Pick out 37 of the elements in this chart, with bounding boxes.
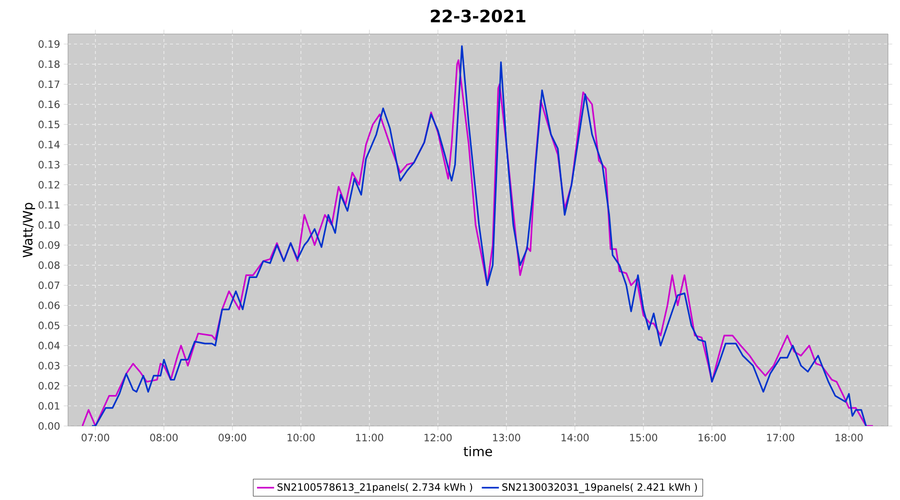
- x-tick-label: 16:00: [698, 434, 726, 442]
- x-tick-label: 12:00: [424, 434, 452, 442]
- y-tick-label: 0.04: [38, 342, 60, 350]
- y-tick-label: 0.15: [38, 120, 60, 128]
- x-tick-label: 17:00: [767, 434, 794, 442]
- y-tick-label: 0.02: [38, 382, 60, 390]
- y-tick-label: 0.16: [38, 100, 60, 108]
- x-tick-label: 09:00: [218, 434, 246, 442]
- y-tick-label: 0.03: [38, 362, 60, 370]
- x-tick-label: 11:00: [356, 434, 384, 442]
- y-tick-label: 0.13: [38, 160, 60, 168]
- chart-title: 22-3-2021: [430, 10, 526, 22]
- y-tick-label: 0.17: [38, 80, 60, 88]
- y-tick-label: 0.00: [38, 422, 60, 430]
- y-tick-label: 0.18: [38, 60, 60, 68]
- y-tick-label: 0.14: [38, 140, 60, 148]
- x-tick-label: 07:00: [82, 434, 110, 442]
- y-tick-label: 0.01: [38, 402, 60, 410]
- y-tick-label: 0.06: [38, 302, 60, 310]
- x-tick-label: 08:00: [150, 434, 178, 442]
- legend-label: SN2130032031_19panels( 2.421 kWh ): [502, 483, 697, 494]
- x-tick-label: 15:00: [630, 434, 658, 442]
- legend-label: SN2100578613_21panels( 2.734 kWh ): [278, 483, 472, 494]
- x-tick-label: 13:00: [493, 434, 520, 442]
- y-tick-label: 0.12: [38, 180, 60, 189]
- x-tick-label: 18:00: [836, 434, 863, 442]
- y-tick-label: 0.19: [38, 40, 60, 48]
- y-tick-label: 0.11: [38, 201, 60, 209]
- y-tick-label: 0.08: [38, 261, 60, 269]
- y-axis-title: Watt/Wp: [22, 202, 36, 258]
- y-tick-label: 0.05: [38, 322, 60, 330]
- x-tick-label: 14:00: [562, 434, 589, 442]
- y-tick-label: 0.07: [38, 281, 60, 290]
- y-tick-label: 0.09: [38, 241, 60, 249]
- x-axis-title: time: [464, 446, 492, 456]
- x-tick-label: 10:00: [288, 434, 315, 442]
- y-tick-label: 0.10: [38, 221, 60, 229]
